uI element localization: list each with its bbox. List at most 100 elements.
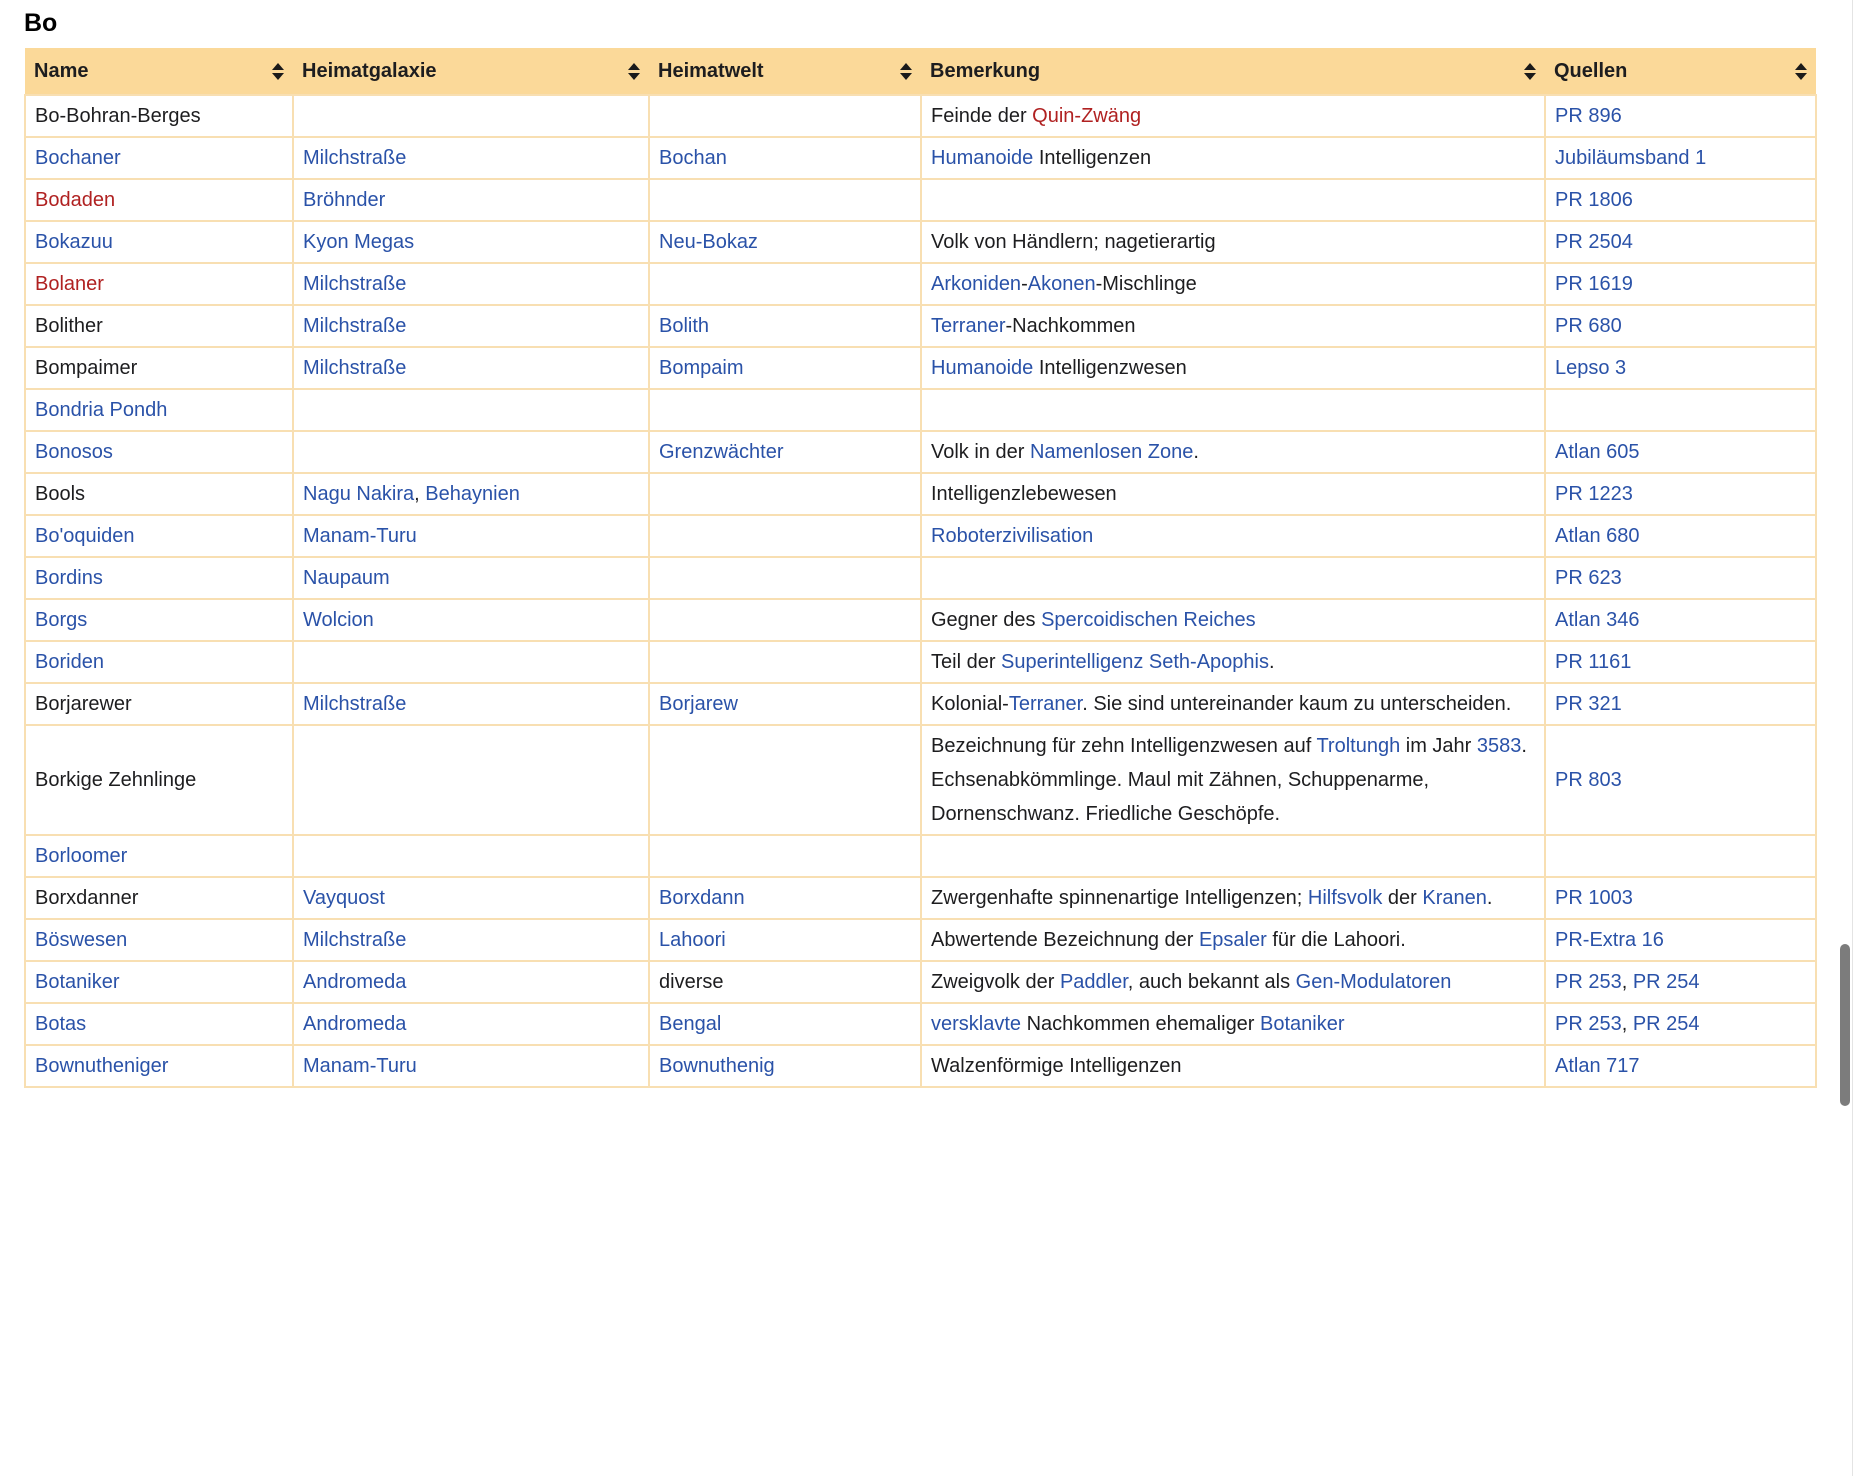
- wiki-link[interactable]: PR-Extra 16: [1555, 929, 1664, 951]
- wiki-link[interactable]: Andromeda: [303, 971, 407, 993]
- wiki-link[interactable]: PR 1161: [1555, 651, 1632, 673]
- wiki-link[interactable]: Atlan 605: [1555, 441, 1640, 463]
- wiki-link[interactable]: Atlan 680: [1555, 525, 1640, 547]
- scrollbar-track[interactable]: [1852, 0, 1853, 1476]
- wiki-link[interactable]: Botaniker: [35, 971, 120, 993]
- wiki-link[interactable]: Bröhnder: [303, 189, 386, 211]
- wiki-link[interactable]: 3583: [1476, 735, 1522, 757]
- wiki-link[interactable]: Atlan 346: [1555, 609, 1640, 631]
- scrollbar-thumb[interactable]: [1840, 944, 1850, 1106]
- wiki-link[interactable]: Terraner: [931, 315, 1006, 337]
- wiki-link[interactable]: Borxdann: [659, 887, 745, 909]
- wiki-link[interactable]: PR 2504: [1555, 231, 1633, 253]
- wiki-link-missing[interactable]: Quin-Zwäng: [1032, 105, 1142, 127]
- wiki-link[interactable]: Kranen: [1422, 887, 1487, 909]
- wiki-link[interactable]: Milchstraße: [303, 929, 407, 951]
- sort-icon[interactable]: [900, 62, 912, 80]
- wiki-link[interactable]: PR 1003: [1555, 887, 1633, 909]
- wiki-link[interactable]: Paddler: [1059, 971, 1128, 993]
- wiki-link[interactable]: Atlan 717: [1555, 1055, 1640, 1077]
- cell-galaxy: Milchstraße: [292, 136, 650, 180]
- wiki-link[interactable]: Borloomer: [35, 845, 128, 867]
- cell-sources: Atlan 346: [1544, 598, 1817, 642]
- wiki-link[interactable]: Bochan: [659, 147, 727, 169]
- sort-icon[interactable]: [1524, 62, 1536, 80]
- species-table: Name Heimatgalaxie Heimatwelt Bemerkung Quel…: [24, 48, 1817, 1088]
- wiki-link[interactable]: Milchstraße: [303, 147, 407, 169]
- wiki-link[interactable]: versklavte: [931, 1013, 1022, 1035]
- wiki-link[interactable]: Nagu Nakira: [303, 483, 415, 505]
- wiki-link[interactable]: Hilfsvolk: [1307, 887, 1383, 909]
- wiki-link[interactable]: Jubiläumsband 1: [1555, 147, 1707, 169]
- wiki-link[interactable]: Vayquost: [303, 887, 385, 909]
- sort-icon[interactable]: [272, 62, 284, 80]
- wiki-link[interactable]: Bownutheniger: [35, 1055, 169, 1077]
- wiki-link[interactable]: Spercoidischen Reiches: [1041, 609, 1256, 631]
- wiki-link[interactable]: Lahoori: [659, 929, 726, 951]
- wiki-link[interactable]: PR 1223: [1555, 483, 1633, 505]
- column-header-galaxy[interactable]: Heimatgalaxie: [293, 48, 649, 95]
- wiki-link[interactable]: PR 254: [1632, 1013, 1700, 1035]
- wiki-link[interactable]: Bokazuu: [35, 231, 113, 253]
- wiki-link[interactable]: Grenzwächter: [659, 441, 784, 463]
- wiki-link[interactable]: PR 1806: [1555, 189, 1633, 211]
- wiki-link[interactable]: PR 253: [1555, 1013, 1622, 1035]
- wiki-link[interactable]: PR 253: [1555, 971, 1622, 993]
- wiki-link[interactable]: PR 896: [1555, 105, 1622, 127]
- wiki-link-missing[interactable]: Bolaner: [35, 273, 104, 295]
- wiki-link[interactable]: Terraner: [1008, 693, 1083, 715]
- wiki-link[interactable]: Andromeda: [303, 1013, 407, 1035]
- wiki-link[interactable]: Wolcion: [303, 609, 374, 631]
- wiki-link[interactable]: PR 321: [1555, 693, 1622, 715]
- wiki-link[interactable]: PR 803: [1555, 769, 1622, 791]
- wiki-link[interactable]: Naupaum: [303, 567, 390, 589]
- wiki-link[interactable]: PR 254: [1632, 971, 1700, 993]
- wiki-link[interactable]: Botaniker: [1260, 1013, 1345, 1035]
- wiki-link[interactable]: Bo'oquiden: [35, 525, 135, 547]
- wiki-link[interactable]: PR 1619: [1555, 273, 1633, 295]
- wiki-link[interactable]: Troltungh: [1316, 735, 1401, 757]
- wiki-link[interactable]: Bownuthenig: [659, 1055, 775, 1077]
- wiki-link[interactable]: Milchstraße: [303, 357, 407, 379]
- wiki-link[interactable]: Borjarew: [659, 693, 738, 715]
- wiki-link[interactable]: Arkoniden: [931, 273, 1022, 295]
- wiki-link[interactable]: Bolith: [659, 315, 710, 337]
- column-header-remark[interactable]: Bemerkung: [921, 48, 1545, 95]
- wiki-link-missing[interactable]: Bodaden: [35, 189, 116, 211]
- wiki-link[interactable]: Bengal: [659, 1013, 722, 1035]
- wiki-link[interactable]: Milchstraße: [303, 315, 407, 337]
- wiki-link[interactable]: Milchstraße: [303, 273, 407, 295]
- wiki-link[interactable]: Neu-Bokaz: [659, 231, 758, 253]
- wiki-link[interactable]: Bordins: [35, 567, 103, 589]
- wiki-link[interactable]: PR 680: [1555, 315, 1622, 337]
- wiki-link[interactable]: Botas: [35, 1013, 87, 1035]
- wiki-link[interactable]: Borgs: [35, 609, 88, 631]
- wiki-link[interactable]: Superintelligenz Seth-Apophis: [1001, 651, 1269, 673]
- wiki-link[interactable]: Böswesen: [35, 929, 128, 951]
- wiki-link[interactable]: Bochaner: [35, 147, 121, 169]
- wiki-link[interactable]: Lepso 3: [1555, 357, 1627, 379]
- column-header-world[interactable]: Heimatwelt: [649, 48, 921, 95]
- wiki-link[interactable]: Bondria Pondh: [35, 399, 168, 421]
- sort-icon[interactable]: [628, 62, 640, 80]
- wiki-link[interactable]: Milchstraße: [303, 693, 407, 715]
- wiki-link[interactable]: Humanoide: [931, 147, 1034, 169]
- column-header-name[interactable]: Name: [25, 48, 293, 95]
- column-header-sources[interactable]: Quellen: [1545, 48, 1816, 95]
- wiki-link[interactable]: Gen-Modulatoren: [1295, 971, 1452, 993]
- wiki-link[interactable]: Bompaim: [659, 357, 744, 379]
- sort-icon[interactable]: [1795, 62, 1807, 80]
- cell-text: Volk von Händlern; nagetierartig: [931, 231, 1216, 253]
- wiki-link[interactable]: PR 623: [1555, 567, 1622, 589]
- wiki-link[interactable]: Manam-Turu: [303, 525, 417, 547]
- wiki-link[interactable]: Bonosos: [35, 441, 113, 463]
- wiki-link[interactable]: Behaynien: [425, 483, 520, 505]
- wiki-link[interactable]: Roboterzivilisation: [931, 525, 1094, 547]
- wiki-link[interactable]: Namenlosen Zone: [1029, 441, 1194, 463]
- wiki-link[interactable]: Humanoide: [931, 357, 1034, 379]
- wiki-link[interactable]: Epsaler: [1198, 929, 1267, 951]
- wiki-link[interactable]: Akonen: [1027, 273, 1096, 295]
- wiki-link[interactable]: Manam-Turu: [303, 1055, 417, 1077]
- wiki-link[interactable]: Boriden: [35, 651, 104, 673]
- wiki-link[interactable]: Kyon Megas: [303, 231, 415, 253]
